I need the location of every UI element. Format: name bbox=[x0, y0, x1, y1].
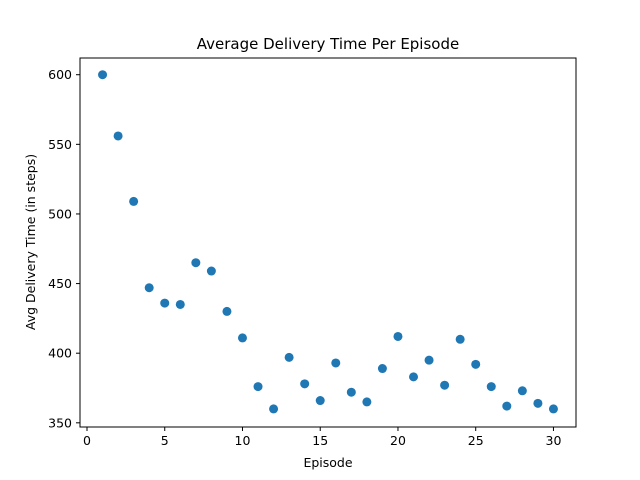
data-point bbox=[424, 355, 434, 365]
data-point bbox=[471, 359, 481, 369]
data-point bbox=[269, 404, 279, 414]
chart-title: Average Delivery Time Per Episode bbox=[197, 35, 459, 53]
data-point bbox=[409, 372, 419, 382]
data-point bbox=[175, 299, 185, 309]
y-tick-label: 400 bbox=[48, 346, 72, 361]
y-tick-label: 350 bbox=[48, 415, 72, 430]
data-point bbox=[222, 306, 232, 316]
data-point bbox=[191, 258, 201, 268]
data-point bbox=[253, 382, 263, 392]
data-point bbox=[362, 397, 372, 407]
data-point bbox=[284, 352, 294, 362]
y-tick-label: 550 bbox=[48, 137, 72, 152]
data-point bbox=[502, 401, 512, 411]
data-point bbox=[98, 70, 108, 80]
data-point bbox=[300, 379, 310, 389]
x-axis-label: Episode bbox=[303, 455, 352, 470]
x-tick-label: 25 bbox=[468, 433, 484, 448]
data-points bbox=[98, 70, 558, 414]
data-point bbox=[533, 398, 543, 408]
data-point bbox=[113, 131, 123, 141]
x-tick-label: 15 bbox=[312, 433, 328, 448]
data-point bbox=[548, 404, 558, 414]
x-tick-label: 30 bbox=[546, 433, 562, 448]
data-point bbox=[517, 386, 527, 396]
data-point bbox=[346, 387, 356, 397]
data-point bbox=[315, 396, 325, 406]
x-tick-label: 10 bbox=[235, 433, 251, 448]
data-point bbox=[455, 334, 465, 344]
y-tick-label: 500 bbox=[48, 206, 72, 221]
plot-frame bbox=[79, 57, 577, 428]
data-point bbox=[486, 382, 496, 392]
y-tick-label: 450 bbox=[48, 276, 72, 291]
data-point bbox=[144, 283, 154, 293]
data-point bbox=[206, 266, 216, 276]
data-point bbox=[440, 380, 450, 390]
data-point bbox=[160, 298, 170, 308]
data-point bbox=[393, 331, 403, 341]
data-point bbox=[129, 196, 139, 206]
y-tick-label: 600 bbox=[48, 67, 72, 82]
y-axis-label: Avg Delivery Time (in steps) bbox=[23, 154, 38, 330]
x-tick-label: 20 bbox=[390, 433, 406, 448]
x-tick-label: 0 bbox=[83, 433, 91, 448]
x-tick-label: 5 bbox=[161, 433, 169, 448]
x-axis-ticks: 0 5 10 15 20 25 30 bbox=[83, 427, 561, 448]
y-axis-ticks: 350 400 450 500 550 600 bbox=[48, 67, 80, 430]
data-point bbox=[331, 358, 341, 368]
data-point bbox=[237, 333, 247, 343]
data-point bbox=[377, 364, 387, 374]
